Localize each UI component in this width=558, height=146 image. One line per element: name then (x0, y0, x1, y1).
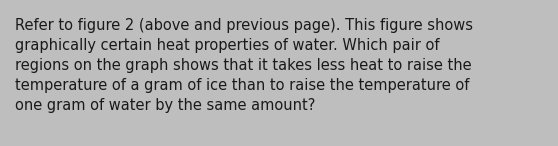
Text: Refer to figure 2 (above and previous page). This figure shows
graphically certa: Refer to figure 2 (above and previous pa… (15, 18, 473, 113)
